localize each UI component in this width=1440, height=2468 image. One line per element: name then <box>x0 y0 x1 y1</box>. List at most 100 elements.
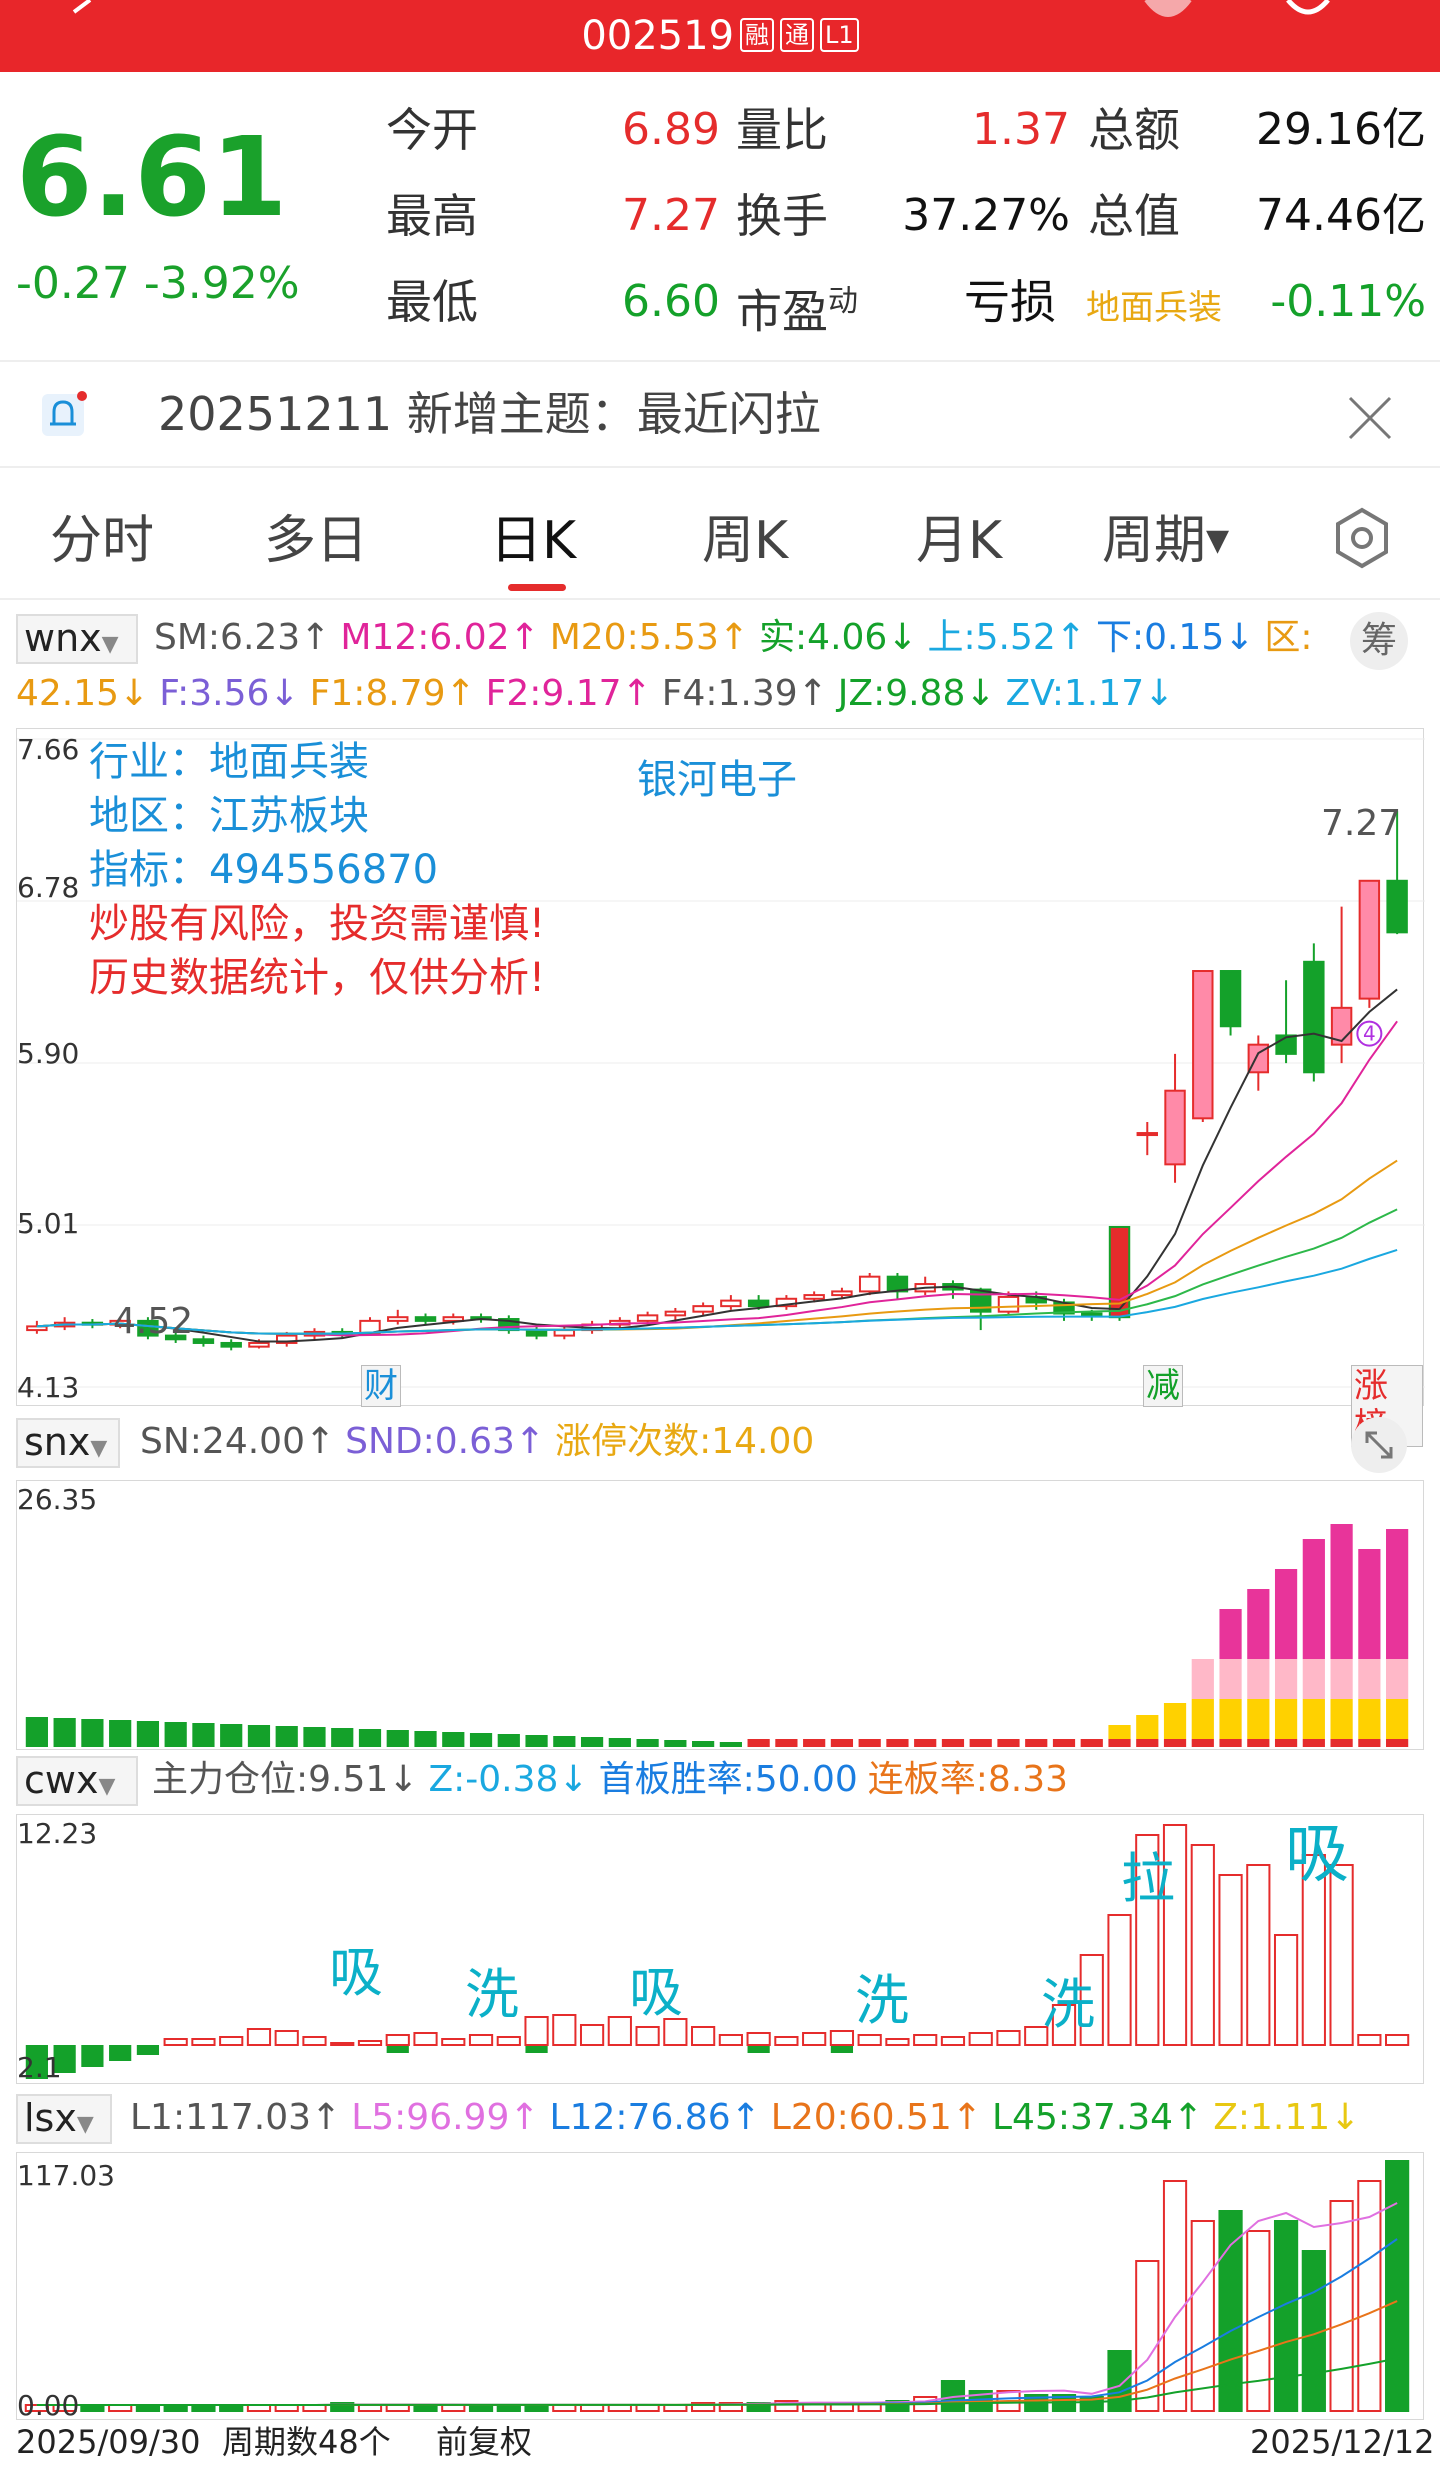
info-industry: 行业：地面兵装 <box>89 739 369 785</box>
snx-bar-49 <box>1386 1739 1409 1747</box>
cwx-indicators: 主力仓位:9.51↓ Z:-0.38↓ 首板胜率:50.00 连板率:8.33 <box>152 1756 1078 1804</box>
kline-chart: 4 <box>17 738 1425 1388</box>
cwx-bar-48 <box>1357 2034 1382 2046</box>
cwx-indicator-2: 首板胜率:50.00 <box>598 1759 858 1800</box>
snx-axis-top: 26.35 <box>17 1483 98 1516</box>
snx-bar-31 <box>886 1739 909 1747</box>
snx-bar-18 <box>525 1735 548 1747</box>
cwx-bar-45 <box>1273 1934 1299 2046</box>
snx-bar-12 <box>358 1729 382 1747</box>
chip-button[interactable]: 筹 <box>1350 612 1408 670</box>
lsx-indicator-5: Z:1.11↓ <box>1213 2097 1361 2138</box>
mark-reduce[interactable]: 减 <box>1143 1365 1183 1407</box>
cwx-selector[interactable]: cwx▼ <box>16 1756 138 1806</box>
snx-seg-a-40 <box>1136 1715 1159 1739</box>
snx-bar-4 <box>136 1721 160 1747</box>
snx-bar-48 <box>1358 1739 1381 1747</box>
label-open: 今开 <box>386 103 478 157</box>
cwx-bar-16 <box>468 2034 494 2046</box>
wnx-selector[interactable]: wnx▼ <box>16 614 138 664</box>
stock-code-text: 002519 <box>581 13 735 59</box>
signal-circle <box>1356 1020 1383 1047</box>
search-icon[interactable] <box>1282 0 1342 24</box>
cwx-bar-11 <box>330 2042 355 2046</box>
adjust-mode[interactable]: 前复权 <box>436 2423 533 2461</box>
snx-bar-2 <box>81 1719 104 1747</box>
lsx-indicator-3: L20:60.51↑ <box>770 2097 982 2138</box>
snx-bar-11 <box>331 1728 354 1747</box>
snx-seg-b-45 <box>1274 1659 1298 1699</box>
candle-40 <box>1136 1132 1158 1137</box>
cwx-panel[interactable]: 12.23 2.1 吸 洗 吸 洗 洗 拉 吸 <box>16 1814 1424 2084</box>
snx-seg-a-47 <box>1330 1699 1353 1739</box>
snx-bar-21 <box>608 1738 631 1747</box>
tab-daily-k[interactable]: 日K <box>490 511 577 571</box>
snx-bar-34 <box>969 1739 992 1747</box>
axis-label-4: 5.01 <box>17 1207 80 1240</box>
cwx-bar-46 <box>1301 1854 1326 2046</box>
lsx-panel[interactable]: 117.03 0.00 <box>16 2152 1424 2422</box>
sector-name[interactable]: 地面兵装 <box>1086 288 1222 328</box>
kline-panel[interactable]: 4 7.66 6.78 5.90 5.01 4.13 行业：地面兵装 地区：江苏… <box>16 728 1425 1447</box>
snx-bar-47 <box>1330 1739 1353 1747</box>
snx-seg-b-48 <box>1358 1659 1381 1699</box>
cwx-bar-21 <box>607 2016 632 2046</box>
cwx-bar-15 <box>441 2038 466 2046</box>
wnx-indicators-row1: SM:6.23↑ M12:6.02↑ M20:5.53↑ 实:4.06↓ 上:5.52↑… <box>154 614 1323 662</box>
lsx-bar-45 <box>1273 2220 1299 2412</box>
tab-weekly-k[interactable]: 周K <box>702 511 789 571</box>
snx-bar-41 <box>1163 1739 1187 1747</box>
ma-line-5 <box>36 988 1398 1343</box>
tab-multiday[interactable]: 多日 <box>264 511 369 571</box>
wnx-selector-label: wnx <box>24 616 102 660</box>
notice-text: 20251211 新增主题：最近闪拉 <box>158 387 821 441</box>
back-arrow-icon[interactable] <box>60 0 100 20</box>
hexagon-settings-icon[interactable] <box>1330 506 1394 570</box>
snx-selector[interactable]: snx▼ <box>16 1418 120 1468</box>
snx-bar-19 <box>553 1736 576 1747</box>
close-icon[interactable] <box>1346 394 1394 442</box>
snx-bar-38 <box>1080 1739 1103 1747</box>
candle-23 <box>664 1310 687 1317</box>
cwx-bar-37 <box>1051 2004 1077 2046</box>
tag-margin: 融 <box>740 18 775 52</box>
candle-49 <box>1386 879 1408 934</box>
mark-finance[interactable]: 财 <box>361 1365 401 1407</box>
tab-period[interactable]: 周期▼ <box>1102 506 1229 576</box>
lsx-selector[interactable]: lsx▼ <box>16 2094 112 2144</box>
tab-intraday[interactable]: 分时 <box>50 511 155 571</box>
candle-5 <box>164 1334 187 1341</box>
snx-bar-46 <box>1302 1739 1325 1747</box>
snx-seg-a-49 <box>1386 1699 1409 1739</box>
cwx-neg-13 <box>386 2045 409 2053</box>
wnx2-indicator-3: F2:9.17↑ <box>485 673 652 714</box>
pe-text: 市盈 <box>736 284 828 339</box>
cwx-axis-top: 12.23 <box>17 1817 98 1850</box>
snx-bar-16 <box>469 1733 493 1747</box>
cwx-bar-41 <box>1162 1824 1188 2046</box>
snx-bar-9 <box>275 1726 298 1747</box>
snx-bar-36 <box>1025 1739 1048 1747</box>
label-pe: 市盈动 <box>736 272 858 341</box>
cwx-neg-29 <box>830 2045 854 2053</box>
candle-18 <box>525 1329 548 1337</box>
tab-monthly-k[interactable]: 月K <box>916 511 1003 571</box>
snx-panel[interactable]: 26.35 <box>16 1480 1424 1750</box>
candle-4 <box>137 1319 159 1337</box>
wnx-indicator-6: 区: <box>1264 617 1313 658</box>
snx-bar-0 <box>25 1717 48 1747</box>
cwx-bar-38 <box>1079 1954 1104 2046</box>
lsx-indicator-0: L1:117.03↑ <box>130 2097 342 2138</box>
lsx-bar-49 <box>1385 2160 1410 2412</box>
dropdown-icon: ▼ <box>98 1774 116 1799</box>
snx-seg-a-41 <box>1163 1703 1187 1739</box>
snx-bar-28 <box>803 1739 826 1747</box>
snx-indicators: SN:24.00↑ SND:0.63↑ 涨停次数:14.00 <box>140 1418 824 1466</box>
low-price-label: 4.52 <box>113 1301 194 1342</box>
notice-bar[interactable]: 20251211 新增主题：最近闪拉 <box>0 360 1440 468</box>
expand-icon[interactable] <box>1350 1416 1408 1474</box>
snx-bar-5 <box>164 1722 187 1747</box>
alarm-icon[interactable] <box>1138 0 1198 24</box>
cwx-bar-39 <box>1107 1914 1132 2046</box>
wnx-indicator-0: SM:6.23↑ <box>154 617 331 658</box>
